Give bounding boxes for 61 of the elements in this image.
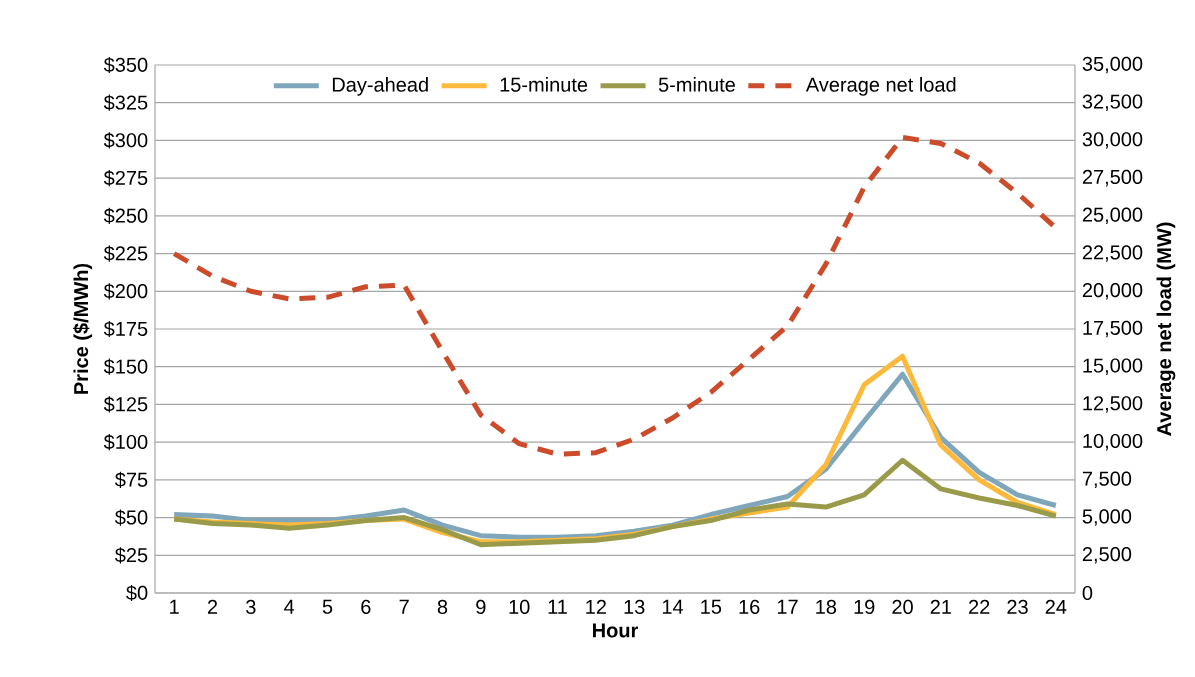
x-tick-label: 23 [1007, 599, 1028, 615]
x-tick-label: 3 [246, 599, 256, 615]
y2-tick-label: 12,500 [1083, 396, 1143, 413]
y-tick-label: $225 [103, 245, 148, 262]
x-tick-label: 19 [854, 599, 875, 615]
y2-tick-label: 2,500 [1082, 547, 1132, 564]
x-tick-label: 4 [284, 599, 295, 614]
y2-tick-label: 35,000 [1082, 56, 1143, 74]
y-tick-label: $50 [114, 509, 148, 526]
x-tick-label: 24 [1045, 599, 1067, 614]
y-tick-label: $300 [103, 132, 148, 149]
legend-label: 15-minute [500, 77, 588, 92]
y-tick-label: $325 [103, 94, 148, 111]
y2-tick-label: 17,500 [1083, 320, 1143, 338]
x-tick-label: 6 [361, 599, 371, 615]
y2-tick-label: 0 [1082, 585, 1093, 601]
y-tick-label: $25 [114, 547, 148, 564]
x-tick-label: 5 [322, 599, 333, 614]
legend-label: 5-minute [658, 77, 735, 92]
x-tick-label: 9 [476, 599, 486, 615]
y2-tick-label: 30,000 [1082, 132, 1143, 149]
x-tick-label: 22 [969, 599, 990, 614]
x-tick-label: 21 [930, 599, 951, 614]
y-tick-label: $0 [126, 584, 148, 602]
y-tick-label: $350 [103, 56, 148, 74]
y2-tick-label: 7,500 [1082, 471, 1132, 489]
y-tick-label: $200 [103, 283, 148, 300]
legend-label: Average net load [805, 77, 956, 96]
y2-tick-label: 10,000 [1083, 433, 1143, 451]
y2-tick-label: 20,000 [1082, 283, 1143, 300]
x-tick-label: 2 [207, 599, 218, 614]
x-tick-label: 18 [816, 599, 837, 615]
y2-axis-title: Average net load (MW) [1156, 222, 1176, 436]
x-tick-label: 16 [739, 599, 760, 615]
x-tick-label: 8 [437, 599, 448, 615]
y-tick-label: $100 [103, 434, 148, 451]
y-tick-label: $175 [103, 320, 148, 338]
x-tick-label: 1 [170, 599, 179, 614]
y-axis-title: Price ($/MWh) [73, 263, 93, 394]
x-tick-label: 15 [701, 599, 722, 614]
x-axis-title: Hour [593, 623, 639, 638]
y2-tick-label: 22,500 [1082, 245, 1143, 262]
y-tick-label: $150 [103, 358, 148, 375]
x-tick-label: 13 [624, 599, 645, 615]
y-tick-label: $125 [103, 396, 148, 413]
legend-label: Day-ahead [332, 77, 428, 96]
y-tick-label: $75 [114, 471, 148, 488]
y-tick-label: $250 [103, 207, 148, 224]
y2-tick-label: 32,500 [1082, 94, 1143, 111]
x-tick-label: 11 [548, 599, 567, 614]
y2-tick-label: 25,000 [1082, 207, 1143, 225]
y-tick-label: $275 [103, 170, 148, 187]
y2-tick-label: 5,000 [1082, 509, 1132, 526]
x-tick-label: 10 [509, 599, 530, 615]
x-tick-label: 14 [662, 599, 684, 614]
y2-tick-label: 27,500 [1082, 169, 1143, 187]
x-tick-label: 7 [399, 599, 409, 614]
y2-tick-label: 15,000 [1083, 358, 1143, 375]
x-tick-label: 12 [586, 599, 606, 614]
x-tick-label: 20 [892, 599, 913, 615]
x-tick-label: 17 [777, 599, 798, 614]
